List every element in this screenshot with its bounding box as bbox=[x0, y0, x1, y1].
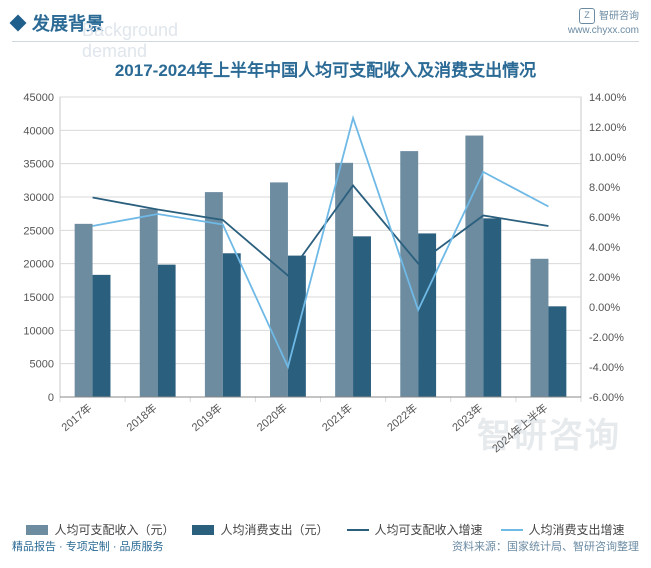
legend-item: 人均可支配收入（元） bbox=[26, 521, 174, 538]
svg-text:10.00%: 10.00% bbox=[589, 152, 627, 164]
header: Background demand 发展背景 Z 智研咨询 www.chyxx.… bbox=[0, 0, 651, 41]
legend-swatch-line bbox=[501, 529, 523, 531]
x-axis-label: 2020年 bbox=[254, 401, 290, 435]
bar-expense bbox=[483, 218, 501, 397]
bar-expense bbox=[288, 256, 306, 397]
x-axis-label: 2021年 bbox=[319, 401, 355, 435]
svg-text:-4.00%: -4.00% bbox=[589, 362, 624, 374]
chart-area: 0 5000 10000 15000 20000 25000 30000 35000 40000… bbox=[0, 87, 651, 517]
svg-text:14.00%: 14.00% bbox=[589, 92, 627, 104]
legend-item: 人均可支配收入增速 bbox=[347, 521, 483, 538]
brand-icon: Z bbox=[579, 8, 595, 24]
svg-text:25000: 25000 bbox=[23, 225, 54, 237]
svg-text:2.00%: 2.00% bbox=[589, 272, 620, 284]
legend-label: 人均消费支出（元） bbox=[220, 521, 328, 538]
bar-expense bbox=[223, 253, 241, 397]
footer-source: 资料来源：国家统计局、智研咨询整理 bbox=[452, 538, 639, 554]
bar-income bbox=[531, 259, 549, 397]
bar-income bbox=[465, 136, 483, 397]
svg-text:10000: 10000 bbox=[23, 325, 54, 337]
svg-text:45000: 45000 bbox=[23, 92, 54, 104]
bar-income bbox=[270, 182, 288, 397]
footer-left: 精品报告 · 专项定制 · 品质服务 bbox=[12, 538, 164, 554]
legend-item: 人均消费支出增速 bbox=[501, 521, 625, 538]
legend-label: 人均可支配收入（元） bbox=[54, 521, 174, 538]
svg-text:12.00%: 12.00% bbox=[589, 122, 627, 134]
header-left: Background demand 发展背景 bbox=[12, 10, 104, 36]
legend-label: 人均可支配收入增速 bbox=[375, 521, 483, 538]
bar-income bbox=[140, 209, 158, 397]
svg-text:30000: 30000 bbox=[23, 192, 54, 204]
svg-text:20000: 20000 bbox=[23, 259, 54, 271]
x-axis-label: 2017年 bbox=[58, 401, 94, 435]
svg-text:35000: 35000 bbox=[23, 159, 54, 171]
svg-text:-6.00%: -6.00% bbox=[589, 392, 624, 404]
bar-income bbox=[400, 151, 418, 397]
svg-text:8.00%: 8.00% bbox=[589, 182, 620, 194]
bar-expense bbox=[353, 236, 371, 397]
header-brand: Z 智研咨询 www.chyxx.com bbox=[568, 8, 639, 37]
legend: 人均可支配收入（元） 人均消费支出（元） 人均可支配收入增速 人均消费支出增速 bbox=[0, 521, 651, 538]
svg-text:6.00%: 6.00% bbox=[589, 212, 620, 224]
svg-text:15000: 15000 bbox=[23, 292, 54, 304]
legend-swatch-bar bbox=[192, 525, 214, 535]
x-axis-label: 2023年 bbox=[449, 401, 485, 435]
svg-text:4.00%: 4.00% bbox=[589, 242, 620, 254]
svg-text:-2.00%: -2.00% bbox=[589, 332, 624, 344]
legend-swatch-line bbox=[347, 529, 369, 531]
footer: 精品报告 · 专项定制 · 品质服务 资料来源：国家统计局、智研咨询整理 bbox=[0, 538, 651, 560]
diamond-icon bbox=[10, 14, 27, 31]
x-axis-label: 2022年 bbox=[384, 401, 420, 435]
svg-text:0.00%: 0.00% bbox=[589, 302, 620, 314]
x-axis-label: 2018年 bbox=[123, 401, 159, 435]
bar-expense bbox=[93, 275, 111, 397]
svg-text:40000: 40000 bbox=[23, 125, 54, 137]
svg-text:0: 0 bbox=[48, 392, 54, 404]
bar-expense bbox=[158, 265, 176, 397]
svg-text:5000: 5000 bbox=[30, 359, 54, 371]
bar-expense bbox=[548, 306, 566, 397]
legend-label: 人均消费支出增速 bbox=[529, 521, 625, 538]
brand-url: www.chyxx.com bbox=[568, 24, 639, 37]
brand-name: 智研咨询 bbox=[599, 10, 639, 23]
ghost-text: Background demand bbox=[82, 20, 178, 62]
legend-swatch-bar bbox=[26, 525, 48, 535]
chart-svg: 0 5000 10000 15000 20000 25000 30000 35000 40000… bbox=[0, 87, 651, 467]
bar-income bbox=[75, 224, 93, 397]
x-axis-label: 2019年 bbox=[189, 401, 225, 435]
x-axis-label: 2024年上半年 bbox=[489, 401, 550, 456]
legend-item: 人均消费支出（元） bbox=[192, 521, 328, 538]
